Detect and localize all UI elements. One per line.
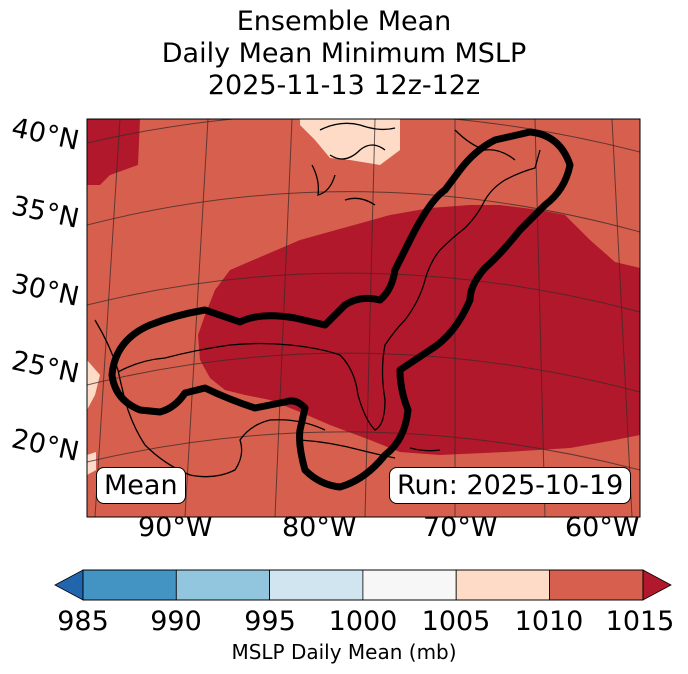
map-frame <box>86 118 641 518</box>
mean-label: Mean <box>96 467 186 504</box>
title-line-2: Daily Mean Minimum MSLP <box>161 38 527 69</box>
colorbar-segment-990-995 <box>175 569 271 601</box>
colorbar-segment-995-1000 <box>269 569 364 601</box>
colorbar-segment-1005-1010 <box>455 569 550 601</box>
lon-label-70w: 70°W <box>423 512 498 543</box>
colorbar-tick-1000: 1000 <box>328 606 398 637</box>
coastlines <box>94 122 541 478</box>
mslp-field-1005-1010-southwest <box>87 360 100 410</box>
mslp-contour <box>108 128 574 491</box>
colorbar-tick-1015: 1015 <box>605 606 675 637</box>
title-line-3: 2025-11-13 12z-12z <box>207 70 481 101</box>
run-label: Run: 2025-10-19 <box>389 467 632 504</box>
colorbar-label: MSLP Daily Mean (mb) <box>231 640 457 664</box>
colorbar-extend-high <box>642 569 672 601</box>
mslp-field-above-1015-main <box>198 205 640 455</box>
colorbar-tick-995: 995 <box>244 606 296 637</box>
colorbar-extend-low <box>54 569 84 601</box>
mslp-field-above-1015-northwest <box>87 119 140 185</box>
colorbar-tick-985: 985 <box>57 606 109 637</box>
colorbar-tick-1010: 1010 <box>514 606 584 637</box>
colorbar-tick-990: 990 <box>150 606 202 637</box>
lon-label-60w: 60°W <box>565 512 640 543</box>
mslp-field-1005-1010-corner <box>87 452 96 475</box>
lon-label-80w: 80°W <box>282 512 357 543</box>
colorbar <box>54 569 672 601</box>
lon-label-90w: 90°W <box>138 512 213 543</box>
colorbar-tick-1005: 1005 <box>421 606 491 637</box>
colorbar-segment-985-990 <box>82 569 177 601</box>
graticule <box>87 119 640 517</box>
colorbar-segment-1010-1015 <box>549 569 644 601</box>
colorbar-segment-1000-1005 <box>362 569 457 601</box>
title-line-1: Ensemble Mean <box>236 6 452 37</box>
